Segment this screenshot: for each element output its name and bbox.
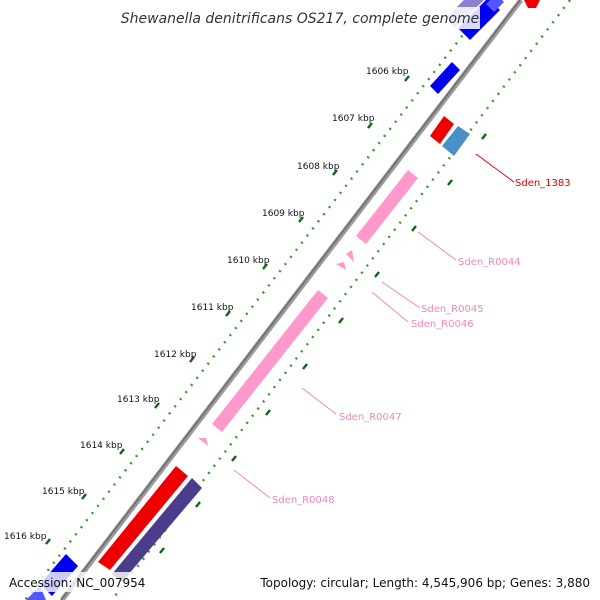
gene-arrow (486, 0, 504, 12)
rna-features (198, 170, 418, 446)
gene-arrow (430, 62, 460, 94)
tick-label: 1614 kbp (80, 441, 123, 451)
gene-label-r0048: Sden_R0048 (233, 469, 335, 506)
tick-label: 1611 kbp (191, 303, 234, 313)
rna-arrow (212, 290, 328, 432)
gene-arrow-highlight (442, 126, 470, 156)
inner-tick-ring (24, 0, 491, 600)
gene-arrow (112, 478, 202, 582)
tick-labels: 1606 kbp 1607 kbp 1608 kbp 1609 kbp 1610… (4, 67, 409, 542)
tick-label: 1612 kbp (154, 350, 197, 360)
gene-arrow (430, 116, 454, 144)
tick-label: 1609 kbp (262, 209, 305, 219)
rna-arrow (356, 170, 418, 244)
gene-label-text: Sden_R0048 (272, 495, 335, 506)
rna-arrow (346, 250, 354, 262)
gene-arrow (524, 0, 540, 8)
map-title: Shewanella denitrificans OS217, complete… (121, 11, 480, 27)
tick-label: 1607 kbp (332, 114, 375, 124)
rna-arrow (336, 262, 346, 270)
gene-label-1383: Sden_1383 (475, 153, 571, 189)
tick-label: 1615 kbp (42, 487, 85, 497)
tick-label: 1613 kbp (117, 395, 160, 405)
tick-label: 1608 kbp (297, 162, 340, 172)
tick-label: 1610 kbp (227, 256, 270, 266)
gene-label-r0046: Sden_R0046 (371, 291, 474, 330)
major-ticks (45, 75, 410, 545)
rna-arrow (198, 438, 208, 446)
gene-arrow (98, 466, 188, 570)
title-backdrop (120, 7, 480, 29)
gene-label-text: Sden_1383 (515, 178, 571, 189)
topology-text: Topology: circular; Length: 4,545,906 bp… (259, 576, 590, 590)
gene-label-text: Sden_R0045 (421, 304, 484, 315)
gene-label-r0044: Sden_R0044 (417, 231, 521, 268)
tick-label: 1616 kbp (4, 532, 47, 542)
gene-label-text: Sden_R0047 (339, 412, 402, 423)
gene-label-r0045: Sden_R0045 (381, 281, 484, 315)
footer-backdrop (0, 572, 600, 592)
gene-label-text: Sden_R0044 (458, 257, 521, 268)
gene-label-r0047: Sden_R0047 (301, 387, 402, 423)
tick-label: 1606 kbp (366, 67, 409, 77)
gene-label-text: Sden_R0046 (411, 319, 474, 330)
accession-text: Accession: NC_007954 (9, 576, 145, 590)
outer-ticks (159, 133, 487, 554)
genome-backbone (60, 0, 523, 600)
